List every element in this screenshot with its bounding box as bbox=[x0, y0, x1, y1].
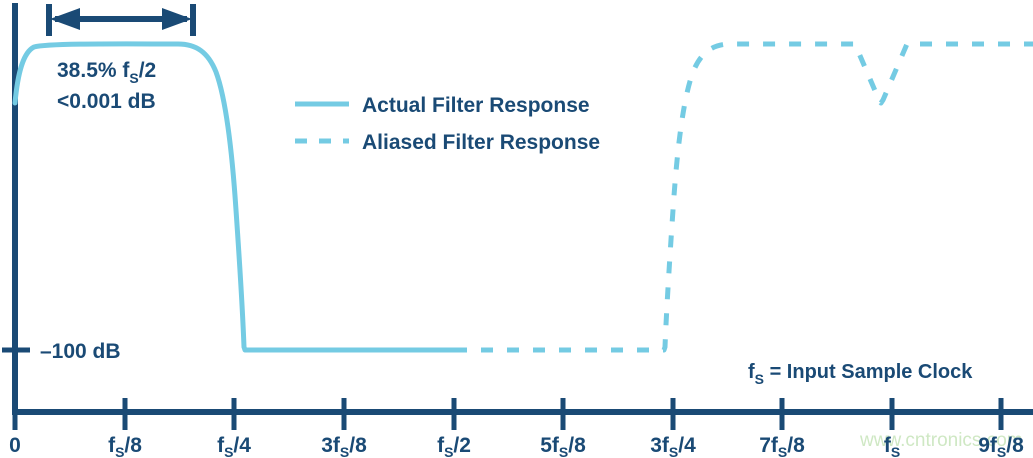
xt5-sub: S bbox=[559, 444, 568, 458]
series-aliased-filter-response bbox=[455, 41, 1033, 353]
x-tick-marks bbox=[12, 398, 1004, 430]
x-tick-label-4: fS/2 bbox=[437, 434, 471, 458]
x-tick-label-5: 5fS/8 bbox=[540, 434, 586, 458]
x-tick-label-1: fS/8 bbox=[108, 434, 142, 458]
xt0-main: 0 bbox=[9, 434, 21, 457]
callout-main: 38.5% f bbox=[57, 59, 130, 82]
passband-callout: 38.5% fS/2 <0.001 dB bbox=[57, 59, 156, 113]
x-tick-label-0: 0 bbox=[9, 434, 21, 457]
passband-callout-line1: 38.5% fS/2 bbox=[57, 59, 156, 86]
passband-callout-line2: <0.001 dB bbox=[57, 90, 156, 113]
legend: Actual Filter Response Aliased Filter Re… bbox=[295, 94, 600, 154]
xt4-sub: S bbox=[444, 444, 453, 458]
xt2-main: f bbox=[217, 434, 225, 457]
arrow-head-left bbox=[50, 8, 80, 30]
y-tick-label-minus100db: –100 dB bbox=[40, 340, 121, 363]
xt4-tail: /2 bbox=[453, 434, 471, 457]
xt3-main: 3f bbox=[321, 434, 341, 457]
xt6-tail: /4 bbox=[678, 434, 696, 457]
xt9-sub: S bbox=[997, 444, 1006, 458]
watermark: www.cntronics.com bbox=[859, 430, 1023, 451]
xt7-main: 7f bbox=[759, 434, 779, 457]
x-tick-label-7: 7fS/8 bbox=[759, 434, 805, 458]
sample-clock-note: fS = Input Sample Clock bbox=[748, 361, 973, 387]
axes-group bbox=[12, 3, 1033, 415]
x-tick-labels: 0 fS/8 fS/4 3fS/8 fS/2 5fS/8 3fS/4 7fS/ bbox=[9, 434, 1024, 458]
sample-clock-main: f bbox=[748, 361, 755, 383]
arrow-head-right bbox=[162, 8, 192, 30]
callout-tail: /2 bbox=[139, 59, 157, 82]
xt6-main: 3f bbox=[650, 434, 670, 457]
series-actual-filter-response bbox=[12, 41, 458, 353]
xt5-tail: /8 bbox=[568, 434, 586, 457]
xt3-sub: S bbox=[340, 444, 349, 458]
xt8-main: f bbox=[884, 434, 892, 457]
xt1-main: f bbox=[108, 434, 116, 457]
xt7-sub: S bbox=[778, 444, 787, 458]
sample-clock-sub: S bbox=[755, 371, 764, 387]
sample-clock-tail: = Input Sample Clock bbox=[764, 361, 973, 383]
xt7-tail: /8 bbox=[787, 434, 805, 457]
x-tick-label-2: fS/4 bbox=[217, 434, 251, 458]
x-tick-label-8: fS bbox=[884, 434, 900, 458]
xt1-sub: S bbox=[115, 444, 124, 458]
xt5-main: 5f bbox=[540, 434, 560, 457]
legend-label-actual: Actual Filter Response bbox=[362, 94, 590, 117]
xt6-sub: S bbox=[669, 444, 678, 458]
legend-label-aliased: Aliased Filter Response bbox=[362, 131, 600, 154]
x-tick-label-9: 9fS/8 bbox=[978, 434, 1024, 458]
xt3-tail: /8 bbox=[349, 434, 367, 457]
xt1-tail: /8 bbox=[124, 434, 142, 457]
xt9-main: 9f bbox=[978, 434, 998, 457]
passband-span-arrow bbox=[46, 4, 196, 36]
xt9-tail: /8 bbox=[1006, 434, 1024, 457]
callout-sub: S bbox=[129, 70, 138, 86]
xt4-main: f bbox=[437, 434, 445, 457]
x-tick-label-6: 3fS/4 bbox=[650, 434, 696, 458]
xt2-sub: S bbox=[224, 444, 233, 458]
x-tick-label-3: 3fS/8 bbox=[321, 434, 367, 458]
xt2-tail: /4 bbox=[233, 434, 251, 457]
xt8-sub: S bbox=[891, 444, 900, 458]
